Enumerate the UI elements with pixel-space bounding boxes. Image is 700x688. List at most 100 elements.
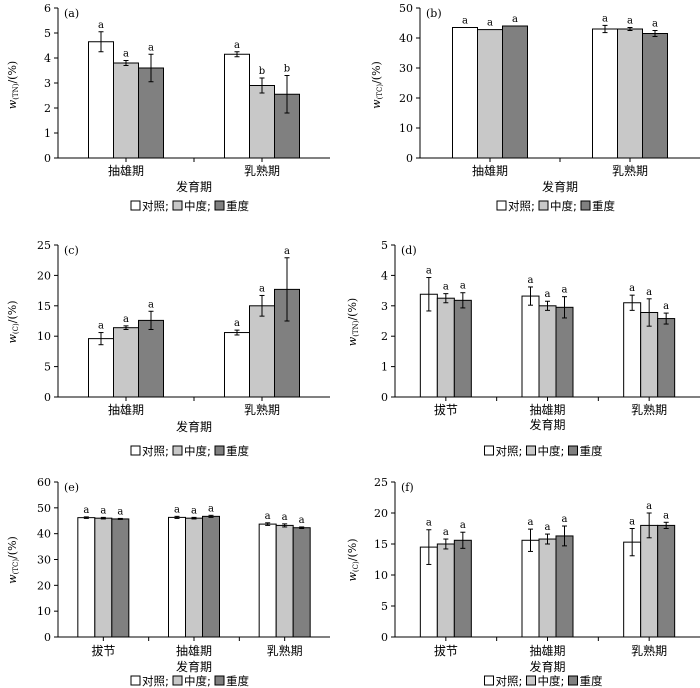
legend-swatch: [484, 675, 494, 686]
bar: [77, 517, 96, 638]
y-tick-label: 0: [44, 391, 51, 404]
significance-label: a: [545, 289, 551, 300]
y-tick-label: 1: [381, 361, 388, 374]
significance-label: a: [234, 318, 240, 329]
significance-label: a: [100, 505, 106, 516]
x-category-label: 抽雄期: [529, 402, 565, 417]
legend-swatch: [130, 445, 141, 456]
significance-label: b: [259, 66, 265, 77]
significance-label: a: [646, 287, 652, 298]
bar: [249, 305, 275, 398]
y-tick-label: 0: [381, 631, 388, 644]
y-tick-label: 30: [37, 554, 51, 567]
y-axis-label: w(TC)/(%): [6, 536, 20, 584]
x-category-label: 拔节: [434, 643, 458, 658]
significance-label: a: [487, 18, 493, 29]
significance-label: a: [462, 16, 468, 27]
x-category-label: 抽雄期: [176, 643, 212, 658]
panel-label: (e): [64, 481, 79, 494]
bar: [521, 295, 540, 398]
y-tick-label: 30: [399, 62, 413, 75]
legend-swatch: [172, 200, 183, 211]
bar: [617, 28, 643, 159]
significance-label: a: [646, 501, 652, 512]
y-tick-label: 3: [44, 77, 51, 90]
bar: [436, 297, 455, 398]
legend-swatch: [580, 200, 591, 211]
legend: 对照; 中度; 重度: [130, 199, 249, 213]
y-tick-label: 4: [44, 52, 51, 65]
legend-swatch: [496, 200, 507, 211]
x-category-label: 乳熟期: [631, 402, 667, 417]
significance-label: a: [629, 283, 635, 294]
y-axis-label: w(TN)/(%): [346, 298, 360, 346]
bar: [657, 524, 676, 638]
significance-label: a: [117, 506, 123, 517]
significance-label: a: [460, 520, 466, 531]
significance-label: a: [629, 517, 635, 528]
significance-label: a: [663, 301, 669, 312]
panel-label: (f): [401, 481, 414, 494]
legend-label: 中度;: [184, 444, 211, 458]
significance-label: a: [652, 19, 658, 30]
significance-label: a: [208, 503, 214, 514]
significance-label: a: [562, 285, 568, 296]
legend-label: 对照;: [496, 674, 523, 688]
significance-label: a: [98, 20, 104, 31]
x-category-label: 抽雄期: [108, 163, 144, 178]
y-tick-label: 10: [37, 605, 51, 618]
y-tick-label: 50: [37, 502, 51, 515]
bar: [642, 33, 668, 159]
y-tick-label: 10: [374, 569, 388, 582]
x-category-label: 抽雄期: [529, 643, 565, 658]
panel-label: (d): [401, 244, 417, 257]
bar: [88, 338, 114, 398]
y-axis-label: w(C)/(%): [346, 539, 360, 582]
y-axis-label: w(TC)/(%): [370, 61, 384, 109]
y-axis-label: w(C)/(%): [6, 301, 20, 344]
bar: [521, 539, 540, 638]
bar: [185, 517, 203, 638]
bar: [113, 327, 139, 398]
bar: [453, 299, 472, 398]
y-tick-label: 40: [37, 528, 51, 541]
legend-label: 中度;: [550, 199, 577, 213]
bar: [275, 524, 294, 638]
significance-label: a: [663, 510, 669, 521]
y-tick-label: 40: [399, 32, 413, 45]
x-axis-label: 发育期: [529, 417, 565, 432]
significance-label: a: [562, 514, 568, 525]
bar: [292, 527, 311, 638]
y-tick-label: 2: [381, 330, 388, 343]
significance-label: a: [83, 505, 89, 516]
y-tick-label: 0: [381, 391, 388, 404]
bar: [138, 67, 164, 159]
significance-label: a: [443, 282, 449, 293]
legend-swatch: [214, 200, 225, 211]
legend-label: 重度: [580, 444, 603, 458]
significance-label: a: [98, 321, 104, 332]
legend-swatch: [172, 675, 183, 686]
panel-label: (a): [64, 7, 79, 20]
bar: [88, 41, 114, 159]
bar: [640, 524, 659, 638]
bar: [452, 27, 478, 159]
legend-swatch: [568, 675, 578, 686]
legend-label: 中度;: [538, 444, 565, 458]
bar: [555, 535, 574, 638]
x-category-label: 乳熟期: [612, 163, 648, 178]
x-category-label: 抽雄期: [472, 163, 508, 178]
significance-label: a: [148, 299, 154, 310]
y-tick-label: 25: [374, 476, 388, 489]
legend-swatch: [526, 675, 536, 686]
legend-swatch: [214, 445, 225, 456]
significance-label: a: [512, 14, 518, 25]
y-tick-label: 5: [44, 27, 51, 40]
significance-label: a: [443, 527, 449, 538]
y-tick-label: 10: [37, 330, 51, 343]
significance-label: a: [123, 314, 129, 325]
x-category-label: 拔节: [91, 643, 115, 658]
bar: [592, 28, 618, 159]
bar: [138, 319, 164, 398]
x-category-label: 乳熟期: [267, 643, 303, 658]
